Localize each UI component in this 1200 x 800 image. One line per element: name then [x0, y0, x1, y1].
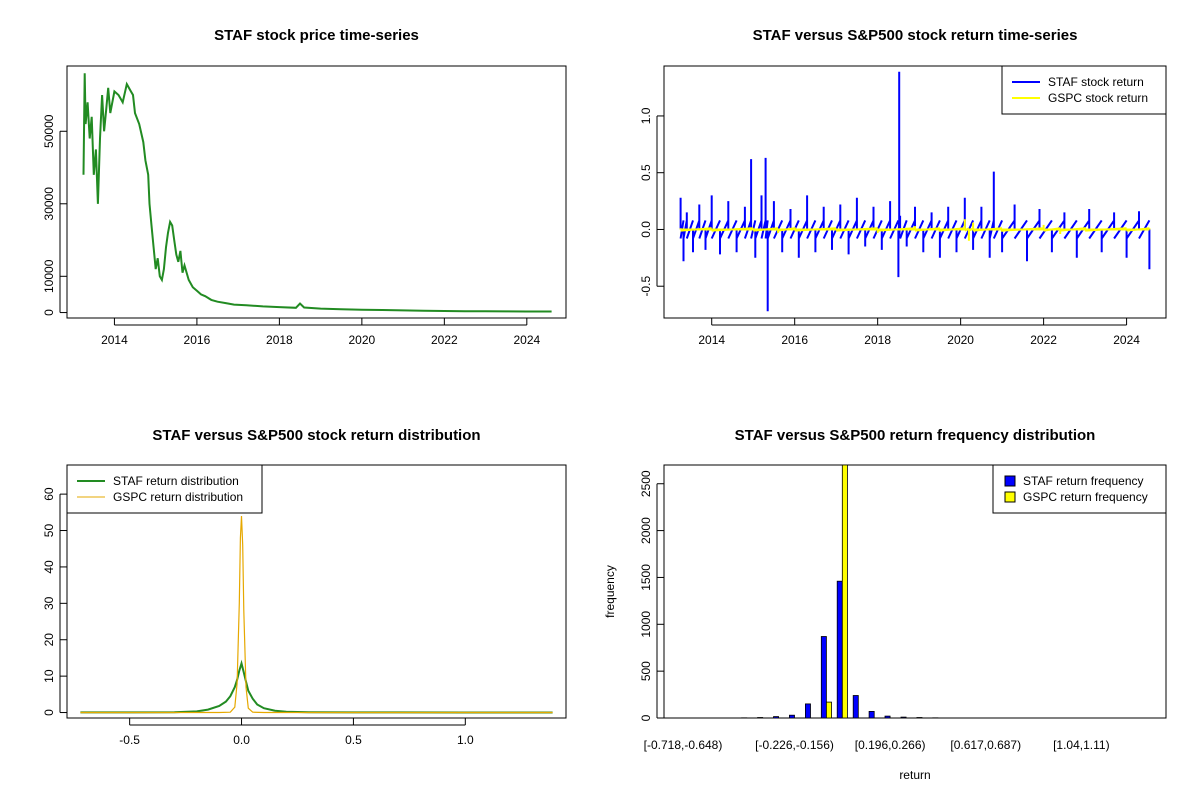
- y-tick-label: 0.0: [639, 221, 653, 238]
- y-tick-label: 500: [639, 661, 653, 681]
- x-tick-label: 2020: [349, 333, 376, 347]
- y-tick-label: 30000: [42, 187, 56, 221]
- bar-series-1: [773, 716, 779, 719]
- y-tick-label: 1.0: [639, 107, 653, 124]
- series-line-2: [80, 515, 553, 714]
- legend: STAF return frequency GSPC return frequen…: [992, 464, 1167, 514]
- chart-title: STAF versus S&P500 return frequency dist…: [735, 427, 1096, 444]
- bar-series-1: [868, 711, 875, 719]
- chart-density: STAF versus S&P500 stock return distribu…: [42, 427, 567, 747]
- x-tick-label: 2020: [947, 333, 974, 347]
- y-tick-label: -0.5: [639, 276, 653, 297]
- legend: STAF return distribution GSPC return dist…: [66, 464, 263, 514]
- y-tick-label: 50: [42, 524, 56, 538]
- x-tick-label: [0.617,0.687): [950, 738, 1021, 752]
- x-tick-label: 0.0: [233, 733, 250, 747]
- legend-label: STAF stock return: [1048, 75, 1144, 89]
- x-tick-label: 2014: [101, 333, 128, 347]
- x-tick-label: 2018: [864, 333, 891, 347]
- legend-label: STAF return frequency: [1023, 474, 1144, 488]
- legend-label: GSPC return distribution: [113, 490, 243, 504]
- x-tick-label: 0.5: [345, 733, 362, 747]
- x-tick-label: 2016: [781, 333, 808, 347]
- x-tick-label: 2024: [513, 333, 540, 347]
- bar-series-1: [789, 714, 795, 719]
- legend-label: STAF return distribution: [113, 474, 239, 488]
- y-tick-label: 10: [42, 669, 56, 683]
- y-tick-label: 20: [42, 633, 56, 647]
- series-line-2: [679, 219, 1151, 241]
- bar-series-1: [757, 717, 764, 719]
- legend-label: GSPC return frequency: [1023, 490, 1148, 504]
- legend-box: [1001, 65, 1167, 115]
- legend-label: GSPC stock return: [1048, 91, 1148, 105]
- y-tick-label: 2000: [639, 517, 653, 544]
- x-tick-label: [-0.718,-0.648): [644, 738, 723, 752]
- y-tick-label: 2500: [639, 470, 653, 497]
- y-tick-label: 60: [42, 487, 56, 501]
- x-tick-label: 2022: [431, 333, 458, 347]
- y-tick-label: 0: [639, 714, 653, 721]
- x-tick-label: [0.196,0.266): [855, 738, 926, 752]
- y-tick-label: 30: [42, 596, 56, 610]
- y-tick-label: 0.5: [639, 164, 653, 181]
- plot-frame: [66, 65, 567, 319]
- bar-series-1: [836, 580, 843, 719]
- bar-series-2: [841, 464, 848, 719]
- plot-frame: [663, 65, 1167, 319]
- y-axis-title: frequency: [603, 565, 617, 618]
- legend: STAF stock return GSPC stock return: [1001, 65, 1167, 115]
- legend-box: [992, 464, 1167, 514]
- x-tick-label: [1.04,1.11): [1053, 738, 1109, 752]
- y-tick-label: 0: [42, 709, 56, 716]
- x-tick-label: 2024: [1113, 333, 1140, 347]
- bar-series-1: [900, 716, 907, 719]
- bar-series-2: [826, 701, 832, 719]
- bar-series-1: [884, 715, 891, 719]
- y-tick-label: 0: [42, 309, 56, 316]
- bar-series-1: [916, 717, 923, 719]
- bar-series-1: [805, 703, 811, 719]
- plot-frame: [66, 464, 567, 719]
- legend-swatch: [1004, 475, 1016, 487]
- chart-frequency: STAF versus S&P500 return frequency dist…: [603, 427, 1167, 782]
- x-tick-label: 2016: [184, 333, 211, 347]
- bar-series-1: [820, 636, 827, 719]
- y-tick-label: 50000: [42, 114, 56, 148]
- x-tick-label: 2018: [266, 333, 293, 347]
- x-tick-label: 1.0: [457, 733, 474, 747]
- x-tick-label: 2014: [698, 333, 725, 347]
- y-tick-label: 10000: [42, 259, 56, 293]
- legend-swatch: [1004, 491, 1016, 503]
- x-tick-label: 2022: [1030, 333, 1057, 347]
- y-tick-label: 40: [42, 560, 56, 574]
- x-tick-label: [-0.226,-0.156): [755, 738, 834, 752]
- y-tick-label: 1000: [639, 611, 653, 638]
- chart-price: STAF stock price time-series 0 10000 30000 5…: [42, 27, 567, 347]
- legend-box: [66, 464, 263, 514]
- chart-title: STAF stock price time-series: [214, 27, 419, 44]
- chart-title: STAF versus S&P500 stock return distribu…: [152, 427, 480, 444]
- chart-title: STAF versus S&P500 stock return time-ser…: [753, 27, 1078, 44]
- x-tick-label: -0.5: [119, 733, 140, 747]
- series-line-1: [80, 659, 553, 714]
- y-tick-label: 1500: [639, 564, 653, 591]
- bar-series-1: [852, 695, 859, 719]
- plot-frame: [663, 464, 1167, 719]
- chart-returns: STAF versus S&P500 stock return time-ser…: [639, 27, 1167, 347]
- series-line-1: [82, 73, 552, 313]
- x-axis-title: return: [899, 768, 930, 782]
